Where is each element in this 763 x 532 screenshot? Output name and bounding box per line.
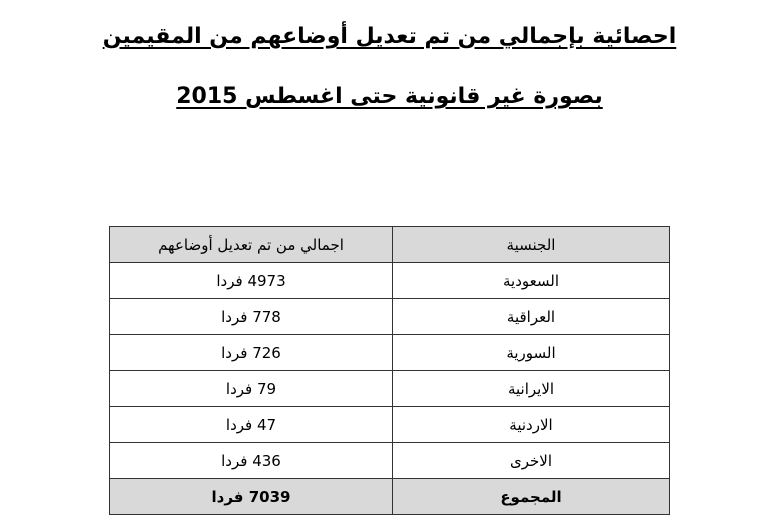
table-row: الاخرى 436 فردا [109, 442, 670, 479]
header-nationality: الجنسية [392, 226, 670, 263]
count-cell: 47 فردا [109, 406, 393, 443]
table-row: الايرانية 79 فردا [109, 370, 670, 407]
count-cell: 436 فردا [109, 442, 393, 479]
total-value: 7039 فردا [109, 478, 393, 515]
nationality-cell: الايرانية [392, 370, 670, 407]
total-label: المجموع [392, 478, 670, 515]
document-title-line-2: بصورة غير قانونية حتى اغسطس 2015 [176, 84, 603, 109]
count-cell: 778 فردا [109, 298, 393, 335]
table-header-row: الجنسية اجمالي من تم تعديل أوضاعهم [109, 226, 670, 263]
count-cell: 726 فردا [109, 334, 393, 371]
table-row: العراقية 778 فردا [109, 298, 670, 335]
total-row: المجموع 7039 فردا [109, 478, 670, 515]
table-row: السعودية 4973 فردا [109, 262, 670, 299]
nationality-cell: العراقية [392, 298, 670, 335]
nationality-cell: السعودية [392, 262, 670, 299]
document-title-line-1: احصائية بإجمالي من تم تعديل أوضاعهم من ا… [102, 24, 677, 49]
count-cell: 79 فردا [109, 370, 393, 407]
header-total-adjusted: اجمالي من تم تعديل أوضاعهم [109, 226, 393, 263]
statistics-table: الجنسية اجمالي من تم تعديل أوضاعهم السعو… [109, 226, 670, 515]
nationality-cell: الاردنية [392, 406, 670, 443]
nationality-cell: الاخرى [392, 442, 670, 479]
count-cell: 4973 فردا [109, 262, 393, 299]
table-row: السورية 726 فردا [109, 334, 670, 371]
nationality-cell: السورية [392, 334, 670, 371]
table-row: الاردنية 47 فردا [109, 406, 670, 443]
